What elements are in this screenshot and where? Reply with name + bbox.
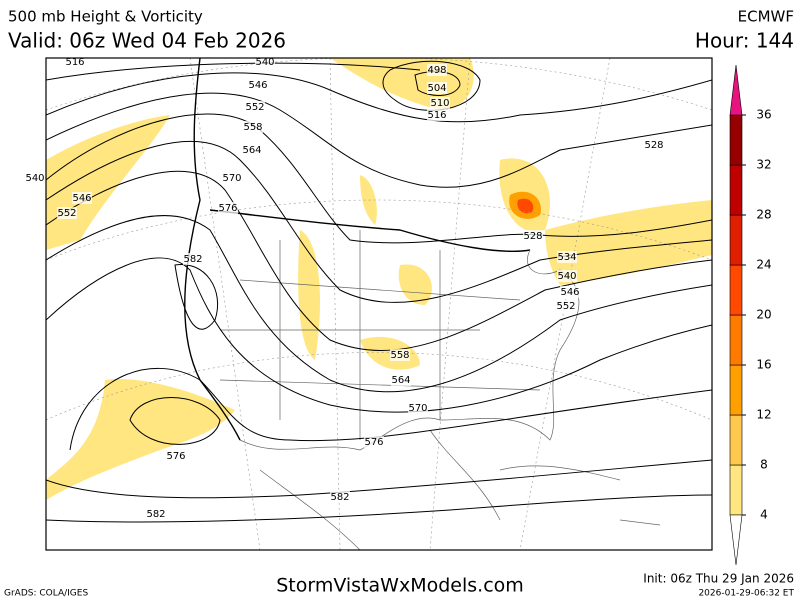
- model-name: ECMWF: [738, 8, 794, 26]
- contour-label-bg: [390, 349, 410, 361]
- contour-label-bg: [330, 491, 350, 503]
- colorbar-segment: [729, 364, 743, 416]
- contour-label-bg: [408, 402, 428, 414]
- contour-label-bg: [146, 508, 166, 520]
- contour-label-bg: [427, 109, 447, 121]
- colorbar-segment: [729, 464, 743, 516]
- contour-label: 540: [255, 57, 274, 68]
- contour-label-bg: [183, 253, 203, 265]
- colorbar-tick-label: 36: [756, 108, 771, 122]
- forecast-hour: Hour: 144: [695, 29, 794, 53]
- colorbar-segment: [729, 164, 743, 216]
- contour-label-bg: [556, 300, 576, 312]
- contour-label-bg: [255, 56, 275, 68]
- colorbar-segment: [729, 314, 743, 366]
- contour-label: 576: [218, 203, 237, 214]
- colorbar-under: [729, 514, 743, 566]
- colorbar-tick-label: 20: [756, 308, 771, 322]
- valid-time: Valid: 06z Wed 04 Feb 2026: [8, 29, 286, 53]
- contour-label-bg: [72, 192, 92, 204]
- contour-label: 558: [390, 350, 409, 361]
- contour-label: 528: [523, 231, 542, 242]
- contour-label-bg: [245, 101, 265, 113]
- contour-label: 552: [556, 301, 575, 312]
- colorbar-tick-label: 16: [756, 358, 771, 372]
- colorbar-over: [729, 64, 743, 116]
- contour-label: 510: [430, 98, 449, 109]
- site: StormVistaWxModels.com: [276, 575, 524, 597]
- contour-label: 552: [57, 208, 76, 219]
- contour-label-bg: [430, 97, 450, 109]
- credit: GrADS: COLA/IGES: [4, 589, 88, 599]
- contour-label: 528: [644, 140, 663, 151]
- contour-label-bg: [65, 56, 85, 68]
- contour-label-bg: [560, 286, 580, 298]
- contour-label-bg: [557, 251, 577, 263]
- colorbar-tick-label: 4: [760, 508, 768, 522]
- colorbar-tick-label: 24: [756, 258, 771, 272]
- contour-label-bg: [25, 172, 45, 184]
- contour-label: 534: [557, 252, 576, 263]
- contour-label: 564: [391, 375, 410, 386]
- init-time: Init: 06z Thu 29 Jan 2026: [643, 572, 794, 586]
- contour-label: 582: [330, 492, 349, 503]
- colorbar-tick-label: 28: [756, 208, 771, 222]
- contour-label-bg: [243, 121, 263, 133]
- contour-label: 582: [183, 254, 202, 265]
- colorbar-segment: [729, 414, 743, 466]
- contour-label-bg: [644, 139, 664, 151]
- colorbar-tick-label: 8: [760, 458, 768, 472]
- contour-label: 516: [65, 57, 84, 68]
- contour-label: 546: [72, 193, 91, 204]
- contour-label: 582: [146, 509, 165, 520]
- contour-label: 570: [408, 403, 427, 414]
- contour-label: 498: [427, 65, 446, 76]
- timestamp: 2026-01-29-06:32 ET: [698, 589, 794, 599]
- contour-label-bg: [427, 82, 447, 94]
- contour-label: 576: [166, 451, 185, 462]
- colorbar-tick-label: 12: [756, 408, 771, 422]
- contour-label: 564: [242, 145, 261, 156]
- title: 500 mb Height & Vorticity: [8, 8, 203, 26]
- contour-label-bg: [222, 172, 242, 184]
- contour-label-bg: [364, 436, 384, 448]
- colorbar-segment: [729, 264, 743, 316]
- contour-label-bg: [557, 270, 577, 282]
- map-frame: [45, 57, 713, 551]
- contour-label: 552: [245, 102, 264, 113]
- contour-label: 516: [427, 110, 446, 121]
- contour-label-bg: [166, 450, 186, 462]
- contour-label-bg: [218, 202, 238, 214]
- contour-label-bg: [57, 207, 77, 219]
- map: 516 540 546 552 558 564 570 576 582 540 546 552 498 5…: [25, 56, 713, 551]
- contour-label: 504: [427, 83, 446, 94]
- contour-label: 540: [25, 173, 44, 184]
- contour-label: 576: [364, 437, 383, 448]
- contour-label: 540: [557, 271, 576, 282]
- contour-label: 558: [243, 122, 262, 133]
- colorbar-segment: [729, 114, 743, 166]
- colorbar: 4 8 12 16 20 24 28 32 36: [729, 64, 772, 566]
- contour-label-bg: [248, 79, 268, 91]
- contour-label-bg: [427, 64, 447, 76]
- contour-label: 546: [248, 80, 267, 91]
- contour-label: 546: [560, 287, 579, 298]
- contour-label-bg: [523, 230, 543, 242]
- contour-label: 570: [222, 173, 241, 184]
- contour-label-bg: [391, 374, 411, 386]
- colorbar-segment: [729, 214, 743, 266]
- contour-label-bg: [242, 144, 262, 156]
- colorbar-tick-label: 32: [756, 158, 771, 172]
